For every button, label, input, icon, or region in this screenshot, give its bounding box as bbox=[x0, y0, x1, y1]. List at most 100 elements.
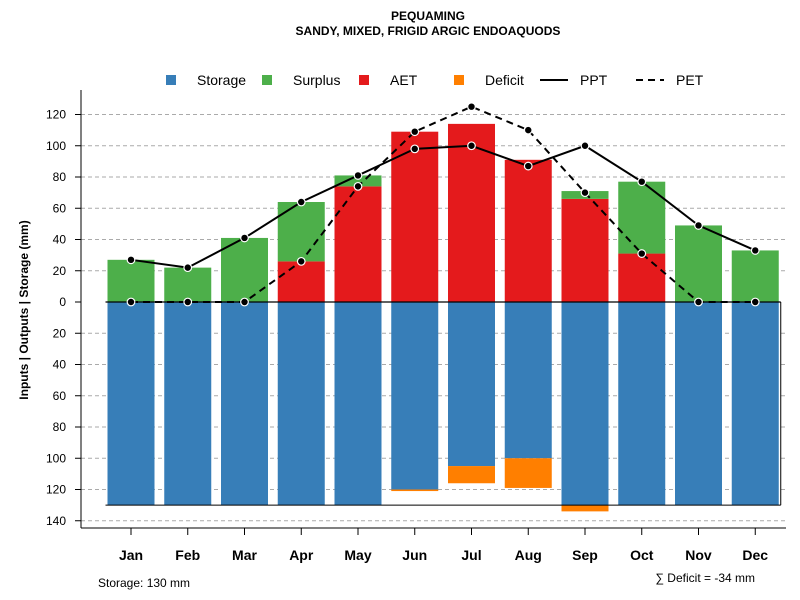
storage-bar bbox=[731, 302, 779, 506]
legend-swatch-aet bbox=[359, 75, 369, 85]
deficit-bar bbox=[448, 466, 495, 484]
legend-label-ppt: PPT bbox=[580, 72, 608, 88]
y-tick-label: 0 bbox=[59, 295, 66, 309]
aet-bar bbox=[391, 131, 439, 302]
aet-bar bbox=[448, 123, 495, 302]
y-tick-label: 20 bbox=[53, 326, 67, 340]
x-tick-label-dec: Dec bbox=[742, 547, 768, 563]
y-tick-label: 40 bbox=[53, 358, 67, 372]
x-tick-label-mar: Mar bbox=[232, 547, 257, 563]
surplus-bar bbox=[618, 181, 666, 254]
pet-point bbox=[694, 297, 703, 307]
x-tick-label-apr: Apr bbox=[289, 547, 314, 563]
deficit-bar bbox=[561, 505, 609, 512]
legend-swatch-storage bbox=[166, 75, 176, 85]
aet-bar bbox=[334, 186, 382, 302]
ppt-point bbox=[240, 233, 249, 243]
pet-point bbox=[580, 188, 590, 198]
deficit-bar bbox=[391, 489, 439, 492]
aet-bar bbox=[504, 159, 552, 302]
pet-point bbox=[467, 102, 476, 112]
storage-bar bbox=[221, 302, 268, 506]
aet-bar bbox=[561, 198, 609, 302]
ppt-point bbox=[694, 221, 703, 230]
y-axis-label: Inputs | Outputs | Storage (mm) bbox=[17, 220, 31, 399]
y-tick-label: 140 bbox=[46, 514, 66, 528]
legend-swatch-deficit bbox=[454, 75, 464, 85]
storage-bar bbox=[675, 302, 722, 506]
pet-point bbox=[637, 249, 647, 258]
surplus-bar bbox=[164, 267, 212, 302]
ppt-point bbox=[296, 197, 306, 207]
pet-point bbox=[240, 297, 249, 307]
pet-line bbox=[131, 105, 756, 303]
y-ticks: 120 100 80 60 40 20 0 20 40 60 80 100 120 140 bbox=[46, 108, 81, 528]
y-tick-label: 120 bbox=[46, 483, 66, 497]
y-tick-label: 100 bbox=[46, 139, 66, 153]
storage-footnote: Storage: 130 mm bbox=[98, 576, 190, 590]
x-tick-label-oct: Oct bbox=[630, 547, 654, 563]
ppt-point bbox=[523, 161, 533, 171]
surplus-bar bbox=[107, 259, 155, 302]
surplus-bar bbox=[675, 225, 722, 302]
surplus-bar bbox=[731, 250, 779, 302]
x-tick-label-may: May bbox=[344, 547, 371, 563]
storage-bar bbox=[561, 302, 609, 506]
ppt-point bbox=[410, 144, 420, 154]
y-tick-label: 60 bbox=[53, 201, 67, 215]
chart-subtitle: SANDY, MIXED, FRIGID ARGIC ENDOAQUODS bbox=[296, 24, 561, 38]
legend-label-deficit: Deficit bbox=[485, 72, 524, 88]
pet-point bbox=[126, 297, 136, 307]
y-tick-label: 100 bbox=[46, 451, 66, 465]
ppt-point bbox=[580, 141, 590, 151]
y-tick-label: 20 bbox=[53, 264, 67, 278]
y-tick-label: 120 bbox=[46, 108, 66, 122]
y-tick-label: 40 bbox=[53, 233, 67, 247]
storage-bar bbox=[618, 302, 666, 506]
x-tick-label-aug: Aug bbox=[515, 547, 542, 563]
storage-bar bbox=[504, 302, 552, 459]
ppt-point bbox=[750, 246, 760, 255]
chart-title: PEQUAMING bbox=[391, 9, 465, 23]
storage-bar bbox=[277, 302, 325, 506]
legend-label-pet: PET bbox=[676, 72, 704, 88]
legend: Storage Surplus AET Deficit PPT PET bbox=[166, 72, 704, 88]
x-tick-label-feb: Feb bbox=[175, 547, 200, 563]
series-lines bbox=[126, 102, 760, 307]
bars bbox=[105, 123, 782, 512]
ppt-point bbox=[353, 171, 363, 180]
x-tick-label-sep: Sep bbox=[572, 547, 598, 563]
storage-bar bbox=[448, 302, 495, 467]
ppt-line bbox=[130, 144, 756, 269]
legend-label-storage: Storage bbox=[197, 72, 246, 88]
pet-point bbox=[183, 297, 193, 307]
pet-point bbox=[410, 127, 420, 137]
storage-bar bbox=[164, 302, 212, 506]
deficit-bar bbox=[504, 458, 552, 488]
axes bbox=[80, 90, 786, 529]
x-tick-label-jan: Jan bbox=[119, 547, 143, 563]
surplus-bar bbox=[277, 202, 325, 262]
storage-bar bbox=[334, 302, 382, 506]
legend-swatch-surplus bbox=[262, 75, 272, 85]
x-ticks: Jan Feb Mar Apr May Jun Jul Aug Sep Oct Nov Dec bbox=[119, 528, 768, 563]
legend-label-surplus: Surplus bbox=[293, 72, 340, 88]
pet-point bbox=[523, 125, 533, 135]
storage-bar bbox=[107, 302, 155, 506]
aet-bar bbox=[618, 253, 666, 302]
surplus-bar bbox=[334, 175, 382, 187]
storage-bar bbox=[391, 302, 439, 490]
y-tick-label: 60 bbox=[53, 389, 67, 403]
pet-point bbox=[353, 181, 363, 191]
deficit-footnote: ∑ Deficit = -34 mm bbox=[655, 571, 755, 585]
legend-label-aet: AET bbox=[390, 72, 418, 88]
x-tick-label-jun: Jun bbox=[402, 547, 427, 563]
aet-bar bbox=[277, 261, 325, 302]
pet-point bbox=[750, 297, 760, 307]
x-tick-label-nov: Nov bbox=[685, 547, 712, 563]
y-tick-label: 80 bbox=[53, 420, 67, 434]
ppt-point bbox=[637, 177, 647, 187]
y-tick-label: 80 bbox=[53, 170, 67, 184]
ppt-point bbox=[467, 141, 476, 151]
